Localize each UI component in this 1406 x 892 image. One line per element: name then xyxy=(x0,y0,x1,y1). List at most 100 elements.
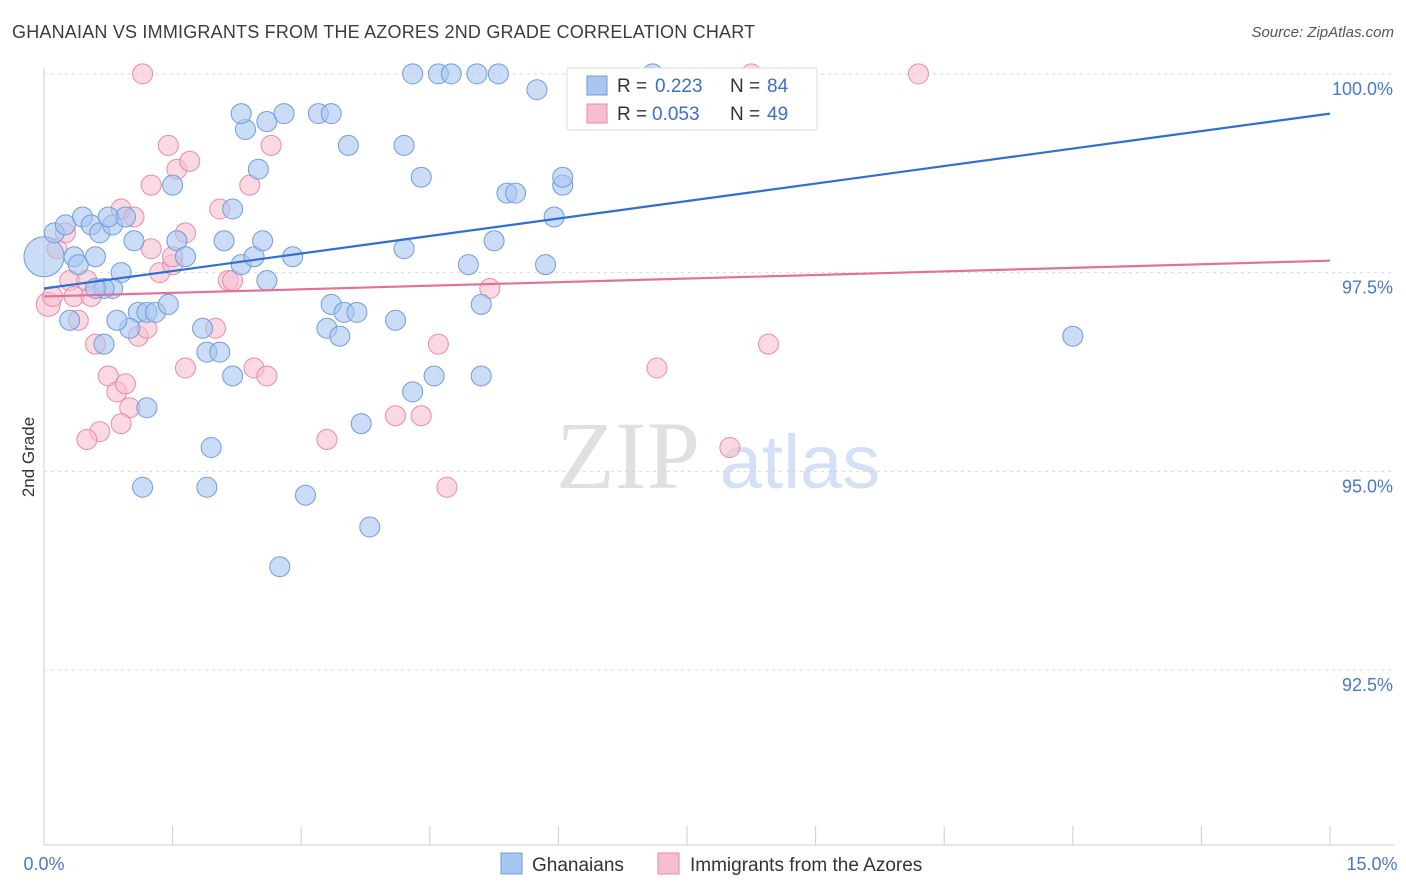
data-point-ghanaians xyxy=(440,63,462,85)
data-point-azores xyxy=(157,134,179,156)
watermark-zip: ZIP xyxy=(556,402,700,509)
data-point-ghanaians xyxy=(54,214,76,236)
data-point-ghanaians xyxy=(273,103,295,125)
data-point-azores xyxy=(907,63,929,85)
data-point-azores xyxy=(179,150,201,172)
data-point-ghanaians xyxy=(132,476,154,498)
y-tick-label: 95.0% xyxy=(1342,476,1393,496)
data-point-ghanaians xyxy=(487,63,509,85)
data-point-ghanaians xyxy=(213,230,235,252)
data-point-ghanaians xyxy=(470,365,492,387)
data-point-ghanaians xyxy=(123,230,145,252)
data-point-azores xyxy=(260,134,282,156)
data-point-ghanaians xyxy=(337,134,359,156)
data-point-ghanaians xyxy=(552,166,574,188)
data-point-azores xyxy=(427,333,449,355)
data-point-ghanaians xyxy=(457,254,479,276)
data-point-ghanaians xyxy=(256,111,278,133)
bottom-legend-label-ghanaians: Ghanaians xyxy=(532,855,624,876)
data-point-ghanaians xyxy=(196,476,218,498)
legend-n-value-2: 49 xyxy=(767,104,788,125)
data-point-ghanaians xyxy=(200,437,222,458)
bottom-legend-swatch-ghanaians xyxy=(500,852,523,875)
data-point-ghanaians xyxy=(505,182,527,204)
legend-r-value-2: 0.053 xyxy=(652,104,700,125)
legend-r-label-1: R = xyxy=(617,76,647,97)
data-point-ghanaians xyxy=(320,103,342,125)
x-axis-ticks xyxy=(43,826,1331,845)
data-point-ghanaians xyxy=(106,309,128,331)
data-point-azores xyxy=(316,429,338,451)
x-tick-label-max: 15.0% xyxy=(1346,854,1397,874)
legend-n-value-1: 84 xyxy=(767,76,789,97)
data-point-azores xyxy=(114,373,136,395)
data-point-ghanaians xyxy=(526,79,548,101)
trend-line-azores xyxy=(43,259,1331,298)
data-point-ghanaians xyxy=(222,365,244,387)
data-point-azores xyxy=(436,476,458,498)
trend-line-ghanaians xyxy=(43,112,1331,290)
x-tick-label-min: 0.0% xyxy=(23,854,64,874)
data-point-ghanaians xyxy=(393,134,415,156)
data-point-azores xyxy=(256,365,278,387)
bottom-legend-label-azores: Immigrants from the Azores xyxy=(690,855,922,876)
legend-box: R = 0.223 N = 84 R = 0.053 N = 49 xyxy=(566,67,818,131)
data-point-ghanaians xyxy=(162,174,184,196)
data-point-ghanaians xyxy=(84,246,106,268)
y-tick-label: 100.0% xyxy=(1332,79,1393,99)
y-tick-label: 97.5% xyxy=(1342,278,1393,298)
data-point-ghanaians xyxy=(174,246,196,268)
data-point-ghanaians xyxy=(256,270,278,292)
data-point-azores xyxy=(174,357,196,379)
data-point-azores xyxy=(132,63,154,85)
y-axis-title: 2nd Grade xyxy=(19,417,38,497)
legend-swatch-ghanaians xyxy=(586,75,608,96)
bottom-legend: Ghanaians Immigrants from the Azores xyxy=(500,852,922,876)
data-point-azores xyxy=(140,174,162,196)
data-point-ghanaians xyxy=(252,230,274,252)
data-point-azores xyxy=(110,413,132,435)
legend-r-value-1: 0.223 xyxy=(655,76,703,97)
bottom-legend-swatch-azores xyxy=(657,852,680,875)
data-point-ghanaians xyxy=(410,166,432,188)
data-point-ghanaians xyxy=(222,198,244,220)
data-point-azores xyxy=(757,333,779,355)
data-point-azores xyxy=(140,238,162,260)
source-credit: Source: ZipAtlas.com xyxy=(1251,24,1394,41)
data-point-ghanaians xyxy=(269,556,291,578)
data-point-ghanaians xyxy=(84,278,106,299)
watermark-atlas: atlas xyxy=(720,420,881,505)
data-point-ghanaians xyxy=(402,63,424,85)
data-point-azores xyxy=(646,357,668,379)
data-point-ghanaians xyxy=(157,293,179,315)
y-tick-labels: 92.5% 95.0% 97.5% 100.0% xyxy=(1332,79,1393,695)
data-point-ghanaians xyxy=(483,230,505,252)
data-point-ghanaians xyxy=(359,516,381,538)
data-point-ghanaians xyxy=(1062,325,1084,347)
data-point-ghanaians xyxy=(329,325,351,347)
data-point-azores xyxy=(410,405,432,427)
data-point-ghanaians xyxy=(230,103,252,125)
data-point-ghanaians xyxy=(294,484,316,506)
data-point-ghanaians xyxy=(67,254,89,276)
data-point-azores xyxy=(385,405,407,427)
data-point-ghanaians xyxy=(393,238,415,260)
data-point-ghanaians xyxy=(466,63,488,85)
data-point-ghanaians xyxy=(59,309,81,331)
chart-title: GHANAIAN VS IMMIGRANTS FROM THE AZORES 2… xyxy=(12,22,756,42)
data-point-ghanaians xyxy=(136,397,158,419)
series-ghanaians-points xyxy=(23,63,1084,578)
data-point-azores xyxy=(76,429,98,451)
legend-swatch-azores xyxy=(586,103,608,124)
legend-n-label-2: N = xyxy=(730,104,760,125)
data-point-ghanaians xyxy=(385,309,407,331)
legend-n-label-1: N = xyxy=(730,76,760,97)
data-point-ghanaians xyxy=(402,381,424,403)
data-point-ghanaians xyxy=(470,293,492,315)
data-point-ghanaians xyxy=(209,341,231,363)
data-point-ghanaians xyxy=(423,365,445,387)
data-point-ghanaians xyxy=(93,333,115,355)
data-point-ghanaians xyxy=(23,236,65,278)
data-point-azores xyxy=(719,437,741,458)
